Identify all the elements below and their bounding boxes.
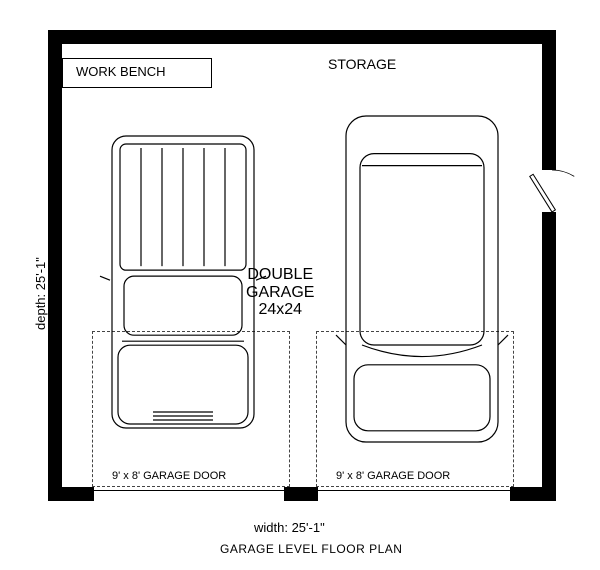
width-dimension-label: width: 25'-1" bbox=[254, 520, 325, 535]
garage-door-right-label: 9' x 8' GARAGE DOOR bbox=[336, 470, 450, 482]
suv-icon bbox=[342, 114, 502, 444]
work-bench-label: WORK BENCH bbox=[76, 64, 166, 79]
pickup-truck-icon bbox=[108, 134, 258, 430]
garage-door-left-label: 9' x 8' GARAGE DOOR bbox=[112, 470, 226, 482]
floor-plan-canvas: WORK BENCH STORAGE DOUBLE GARAGE 24x24 9… bbox=[0, 0, 600, 570]
center-pillar bbox=[284, 487, 318, 501]
room-title: DOUBLE GARAGE 24x24 bbox=[246, 266, 314, 319]
plan-title-label: GARAGE LEVEL FLOOR PLAN bbox=[220, 542, 402, 556]
room-title-line3: 24x24 bbox=[258, 301, 302, 318]
side-door-leaf bbox=[550, 164, 600, 244]
garage-door-left-line bbox=[94, 490, 284, 491]
room-title-line1: DOUBLE bbox=[247, 266, 313, 283]
room-title-line2: GARAGE bbox=[246, 284, 314, 301]
storage-label: STORAGE bbox=[328, 56, 396, 72]
garage-door-right-line bbox=[318, 490, 510, 491]
depth-dimension-label: depth: 25'-1" bbox=[33, 257, 48, 330]
